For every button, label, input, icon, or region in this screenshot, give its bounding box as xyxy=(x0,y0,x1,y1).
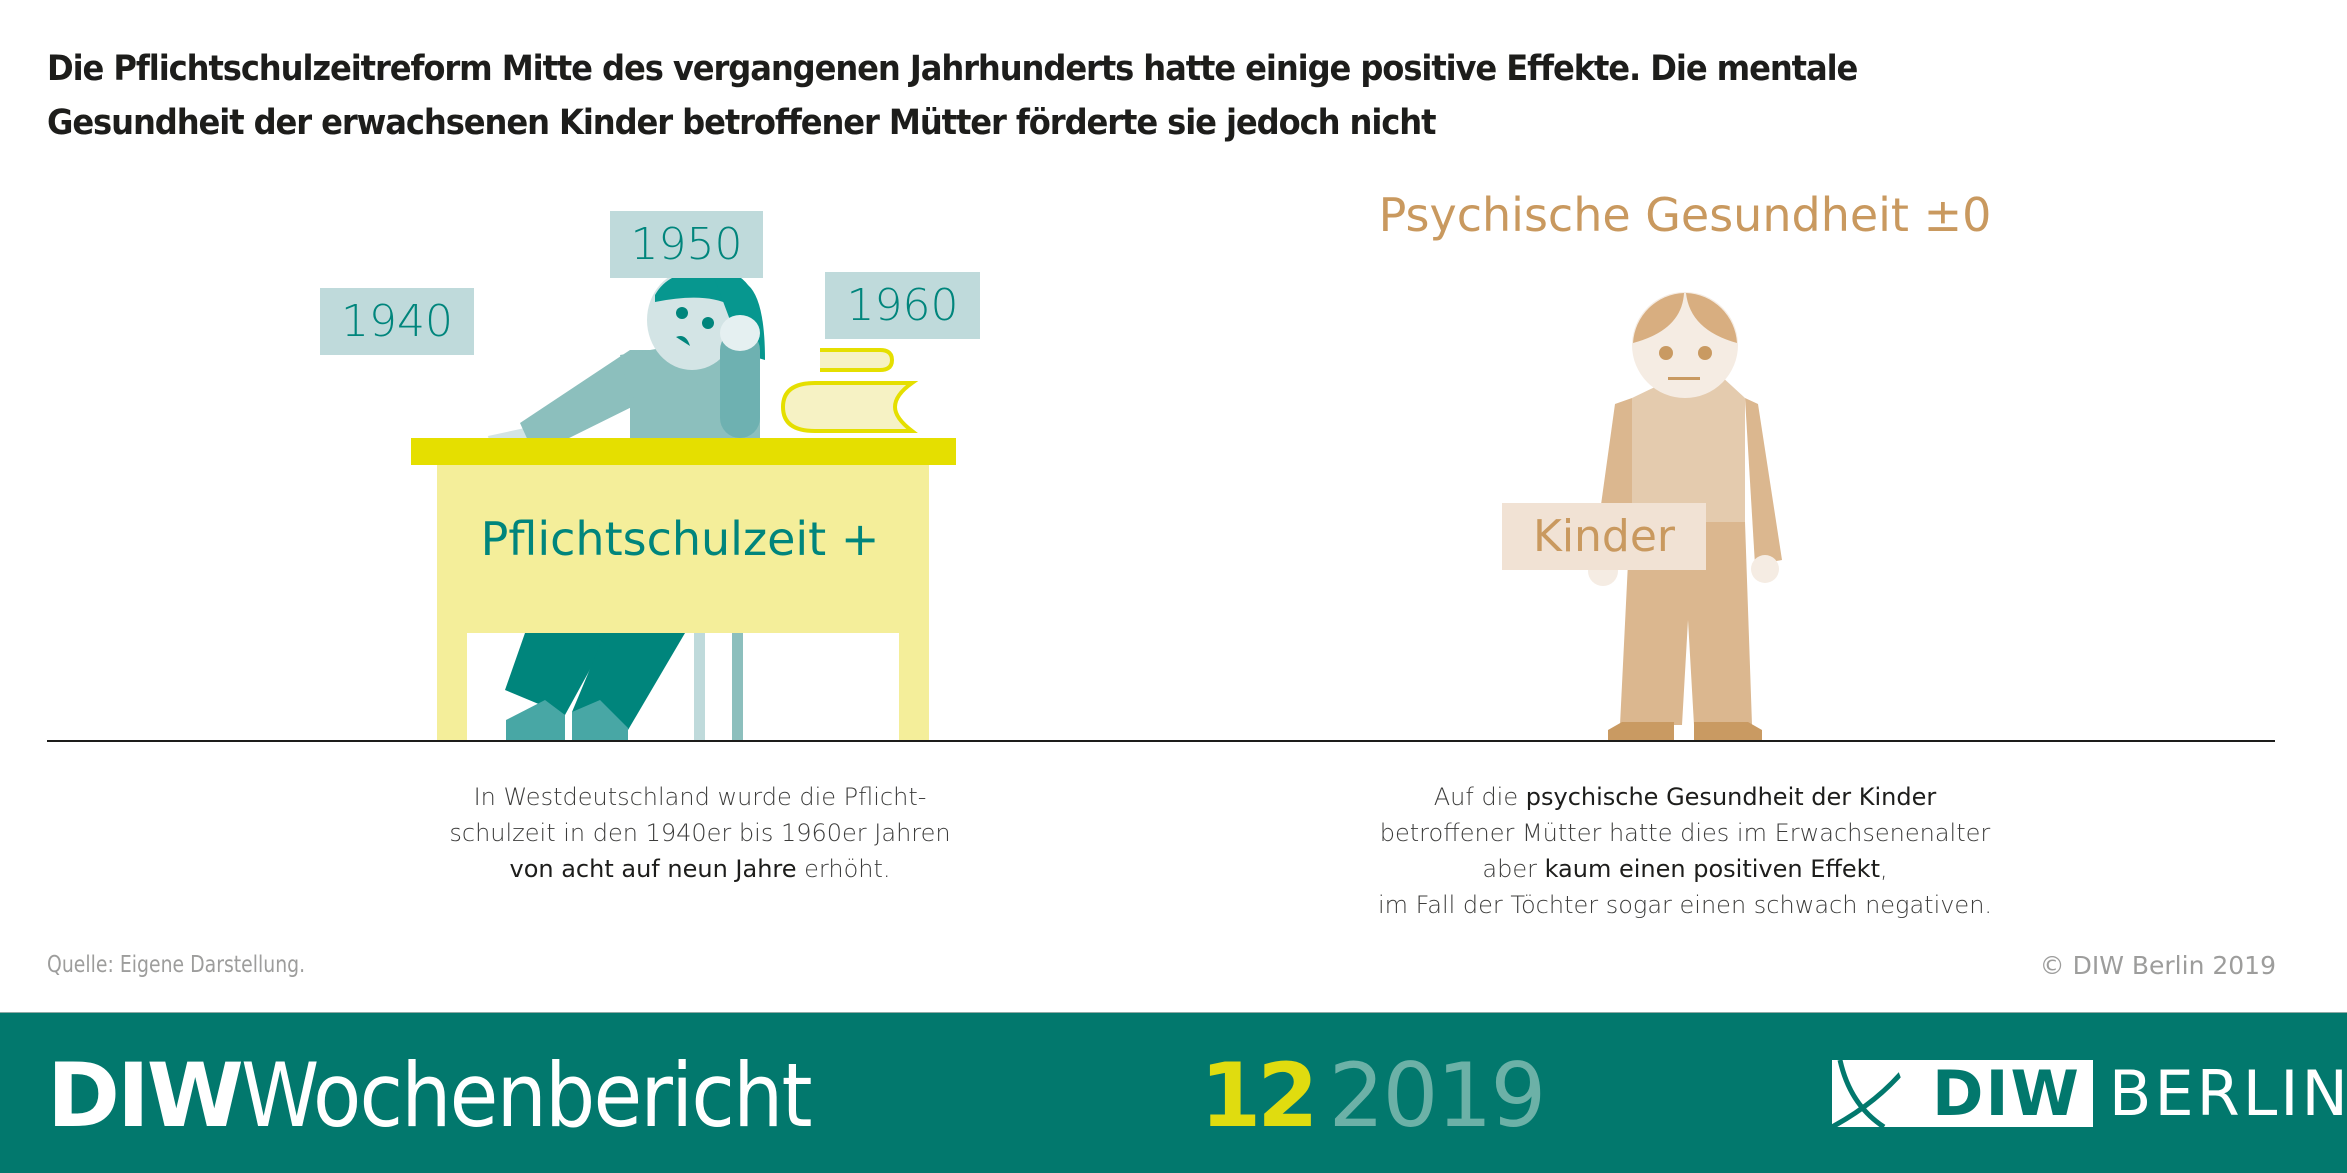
title-line-2: Gesundheit der erwachsenen Kinder betrof… xyxy=(47,103,1436,143)
right-desc-line-3-post: , xyxy=(1879,855,1888,883)
right-description: Auf die psychische Gesundheit der Kinder… xyxy=(1330,779,2040,923)
issue-year: 2019 xyxy=(1328,1044,1546,1147)
right-desc-line-2: betroffener Mütter hatte dies im Erwachs… xyxy=(1379,819,1991,847)
source-note: Quelle: Eigene Darstellung. xyxy=(47,952,306,978)
brand-wochenbericht: Wochenbericht xyxy=(240,1044,813,1147)
left-desc-line-3-rest: erhöht. xyxy=(796,855,891,883)
publication-brand: DIW Wochenbericht xyxy=(47,1046,874,1146)
right-desc-line-3: aber kaum einen positiven Effekt, xyxy=(1330,851,2040,887)
left-desc-emphasis: von acht auf neun Jahre xyxy=(509,855,797,883)
page-title: Die Pflichtschulzeitreform Mitte des ver… xyxy=(47,42,2117,150)
year-label-1960: 1960 xyxy=(825,272,980,339)
right-desc-line-1: Auf die psychische Gesundheit der Kinder xyxy=(1330,779,2040,815)
copyright: © DIW Berlin 2019 xyxy=(2039,951,2276,980)
illustration xyxy=(411,270,1782,741)
left-description: In Westdeutschland wurde die Pflicht- sc… xyxy=(380,779,1020,887)
kinder-sign: Kinder xyxy=(1502,503,1706,570)
student-at-desk-illustration xyxy=(411,270,956,741)
issue-num: 12 xyxy=(1200,1044,1318,1147)
issue-number: 12 2019 xyxy=(1200,1044,1546,1147)
logo-berlin-text: BERLIN xyxy=(2108,1057,2347,1130)
year-label-1950: 1950 xyxy=(610,211,763,278)
right-desc-emphasis-2: kaum einen positiven Effekt xyxy=(1544,855,1880,883)
title-line-1: Die Pflichtschulzeitreform Mitte des ver… xyxy=(47,49,1858,89)
right-desc-emphasis-1: psychische Gesundheit der Kinder xyxy=(1525,783,1937,811)
brand-diw: DIW xyxy=(47,1044,244,1147)
logo-diw-box: DIW xyxy=(1924,1060,2093,1127)
diw-logo-mark-icon xyxy=(1832,1060,1928,1127)
left-desc-line-2: schulzeit in den 1940er bis 1960er Jahre… xyxy=(449,819,951,847)
year-label-1940: 1940 xyxy=(320,288,474,355)
diw-berlin-logo: DIW BERLIN xyxy=(1832,1060,2347,1127)
logo-diw-text: DIW xyxy=(1932,1057,2081,1130)
right-desc-line-3-pre: aber xyxy=(1482,855,1545,883)
right-desc-line-1-pre: Auf die xyxy=(1433,783,1526,811)
left-desc-line-3: von acht auf neun Jahre erhöht. xyxy=(380,851,1020,887)
child-figure-illustration xyxy=(1588,292,1782,741)
left-desc-line-1: In Westdeutschland wurde die Pflicht- xyxy=(473,783,927,811)
ground-line xyxy=(47,740,2275,742)
right-desc-line-4: im Fall der Töchter sogar einen schwach … xyxy=(1377,891,1993,919)
psych-health-headline: Psychische Gesundheit ±0 xyxy=(1378,188,1992,242)
desk-label: Pflichtschulzeit + xyxy=(480,512,880,566)
